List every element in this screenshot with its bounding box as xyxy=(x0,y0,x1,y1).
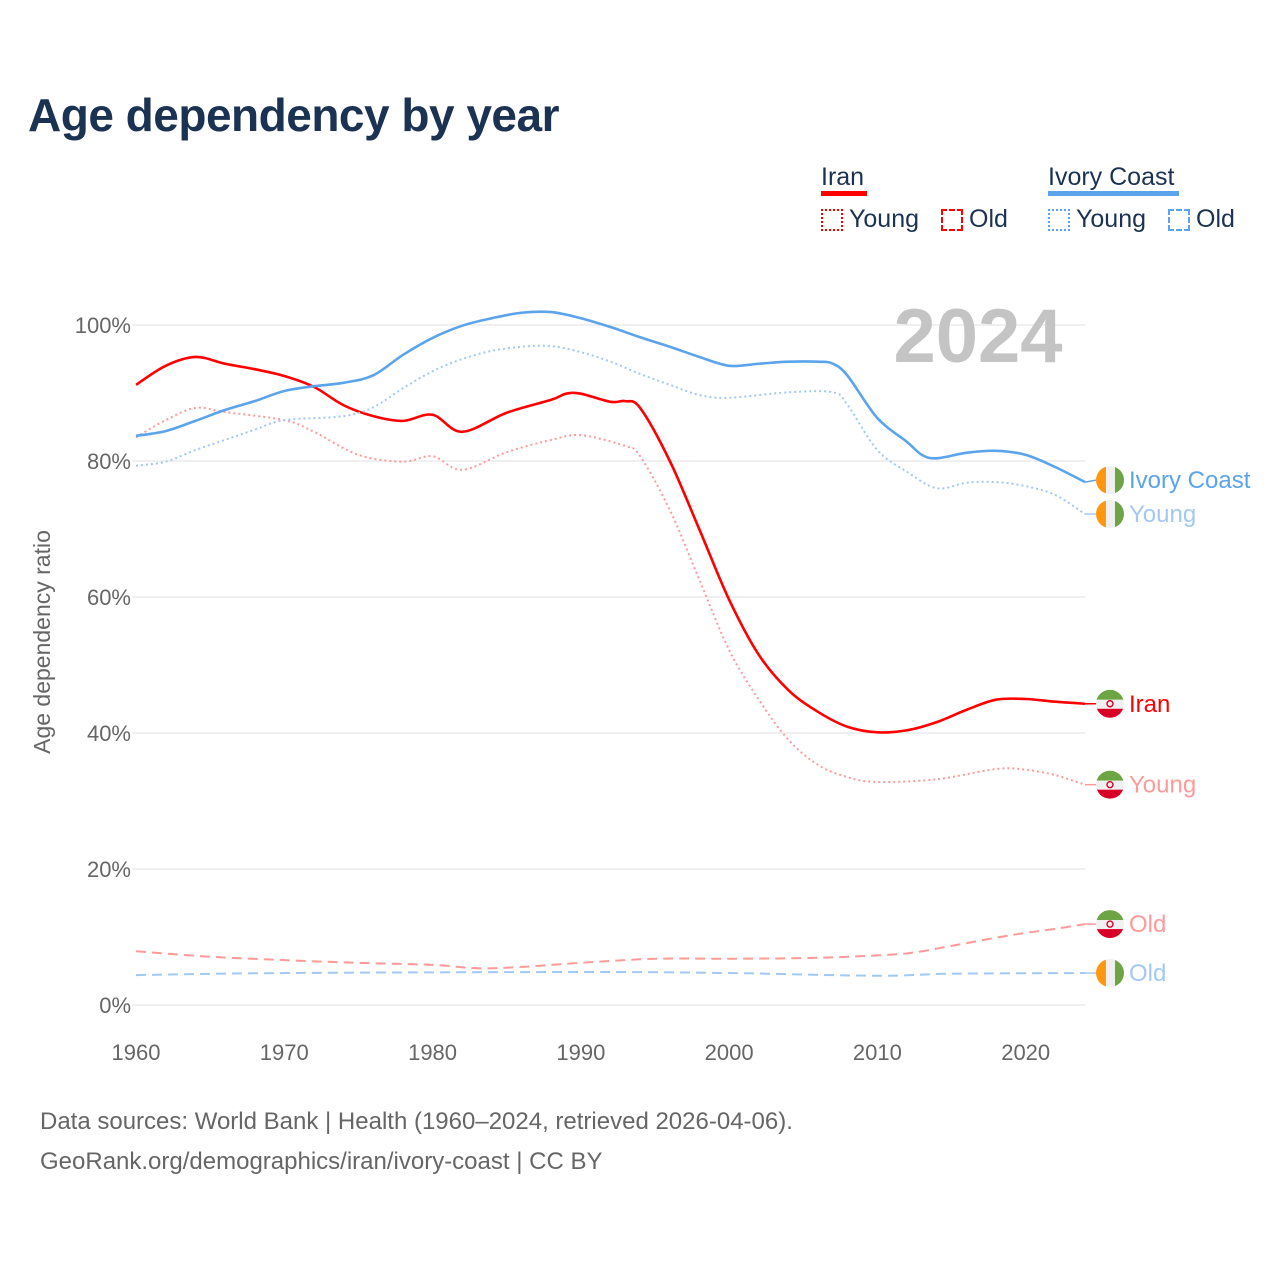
legend-label: Old xyxy=(1196,205,1235,233)
legend-iran-swatch xyxy=(821,191,867,196)
legend-label: Young xyxy=(1076,205,1146,233)
series-line-iran-old xyxy=(135,923,1086,970)
end-label: Old xyxy=(1129,911,1166,938)
ivory-coast-flag-icon xyxy=(1096,466,1124,495)
legend-ivory-coast-label[interactable]: Ivory Coast xyxy=(1048,163,1175,191)
y-tick-label: 20% xyxy=(87,857,131,882)
footer-sources: Data sources: World Bank | Health (1960–… xyxy=(40,1108,793,1135)
y-tick-label: 0% xyxy=(99,993,131,1018)
legend-ivory-coast-old[interactable]: Old xyxy=(1168,205,1235,234)
legend-ivory-coast-swatch xyxy=(1048,191,1179,196)
x-tick-label: 2000 xyxy=(705,1040,754,1065)
legend-ivory-coast-young[interactable]: Young xyxy=(1048,205,1146,234)
end-label: Old xyxy=(1129,960,1166,987)
y-axis-label: Age dependency ratio xyxy=(29,530,55,754)
y-tick-label: 80% xyxy=(87,449,131,474)
legend-label: Young xyxy=(849,205,919,233)
end-label-group: Ivory Coast xyxy=(1084,466,1251,495)
x-tick-label: 1990 xyxy=(556,1040,605,1065)
connector xyxy=(1084,479,1097,483)
series-line-iran xyxy=(135,355,1086,734)
series-line-ivory-coast-old xyxy=(135,971,1086,977)
dashed-swatch-icon xyxy=(1168,208,1190,231)
iran-flag-icon xyxy=(1096,689,1124,718)
legend-label: Old xyxy=(969,205,1008,233)
year-watermark: 2024 xyxy=(893,294,1062,379)
end-label-group: Old xyxy=(1085,959,1166,988)
end-label-group: Young xyxy=(1085,770,1196,799)
end-label: Iran xyxy=(1129,691,1170,718)
x-tick-label: 1970 xyxy=(260,1040,309,1065)
y-tick-label: 60% xyxy=(87,585,131,610)
chart-title: Age dependency by year xyxy=(28,89,559,141)
iran-flag-icon xyxy=(1096,770,1124,799)
x-tick-label: 2010 xyxy=(853,1040,902,1065)
ivory-coast-flag-icon xyxy=(1096,959,1124,988)
legend-iran-old[interactable]: Old xyxy=(941,205,1008,234)
ivory-coast-flag-icon xyxy=(1096,500,1124,529)
footer-link[interactable]: GeoRank.org/demographics/iran/ivory-coas… xyxy=(40,1148,603,1175)
legend-iran-label[interactable]: Iran xyxy=(821,163,865,191)
dotted-swatch-icon xyxy=(1048,208,1070,231)
x-tick-label: 2020 xyxy=(1001,1040,1050,1065)
legend-iran-young[interactable]: Young xyxy=(821,205,919,234)
y-tick-label: 100% xyxy=(75,313,131,338)
end-label-group: Old xyxy=(1085,910,1166,939)
dotted-swatch-icon xyxy=(821,208,843,231)
end-label-group: Iran xyxy=(1085,689,1170,718)
dashed-swatch-icon xyxy=(941,208,963,231)
iran-flag-icon xyxy=(1096,910,1124,939)
series-line-ivory-coast-young xyxy=(135,344,1086,515)
end-label-group: Young xyxy=(1085,500,1196,529)
series-line-iran-young xyxy=(135,406,1086,786)
x-tick-label: 1960 xyxy=(112,1040,161,1065)
end-label: Young xyxy=(1129,772,1196,799)
end-label: Young xyxy=(1129,501,1196,528)
x-tick-label: 1980 xyxy=(408,1040,457,1065)
series-line-ivory-coast xyxy=(135,310,1086,484)
end-label: Ivory Coast xyxy=(1129,467,1251,494)
y-tick-label: 40% xyxy=(87,721,131,746)
